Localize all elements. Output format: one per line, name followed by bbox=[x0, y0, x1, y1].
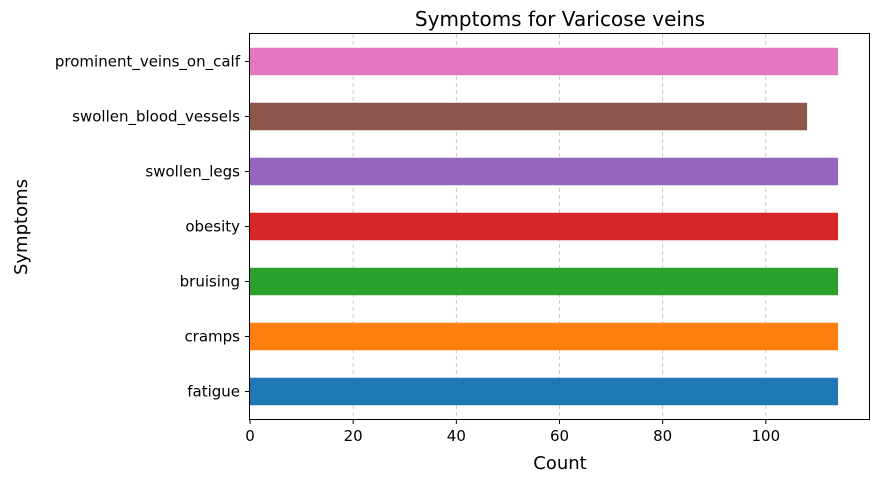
x-axis: 0 20 40 60 80 100 bbox=[245, 419, 780, 445]
y-axis-title: Symptoms bbox=[11, 179, 32, 275]
bar-bruising bbox=[250, 267, 839, 296]
y-tick-label: obesity bbox=[185, 218, 240, 236]
y-tick-label: fatigue bbox=[187, 383, 240, 401]
x-tick-label: 40 bbox=[447, 427, 466, 445]
y-tick-label: swollen_blood_vessels bbox=[72, 108, 240, 127]
bar-swollen-legs bbox=[250, 157, 839, 186]
x-tick-label: 60 bbox=[550, 427, 569, 445]
y-tick-label: cramps bbox=[184, 328, 240, 346]
bar-cramps bbox=[250, 322, 839, 351]
x-axis-title: Count bbox=[533, 453, 586, 474]
bar-prominent-veins-on-calf bbox=[250, 47, 839, 76]
y-tick-label: prominent_veins_on_calf bbox=[55, 53, 241, 72]
bar-fatigue bbox=[250, 377, 839, 406]
y-tick-label: bruising bbox=[180, 273, 240, 291]
x-tick-label: 100 bbox=[752, 427, 781, 445]
bar-obesity bbox=[250, 212, 839, 241]
x-tick-label: 20 bbox=[344, 427, 363, 445]
bars bbox=[250, 47, 839, 406]
y-tick-label: swollen_legs bbox=[145, 163, 240, 182]
y-axis: fatigue cramps bruising obesity swollen_legs… bbox=[55, 53, 250, 401]
bar-swollen-blood-vessels bbox=[250, 102, 808, 131]
x-tick-label: 80 bbox=[653, 427, 672, 445]
x-tick-label: 0 bbox=[245, 427, 255, 445]
chart-title: Symptoms for Varicose veins bbox=[415, 7, 705, 31]
